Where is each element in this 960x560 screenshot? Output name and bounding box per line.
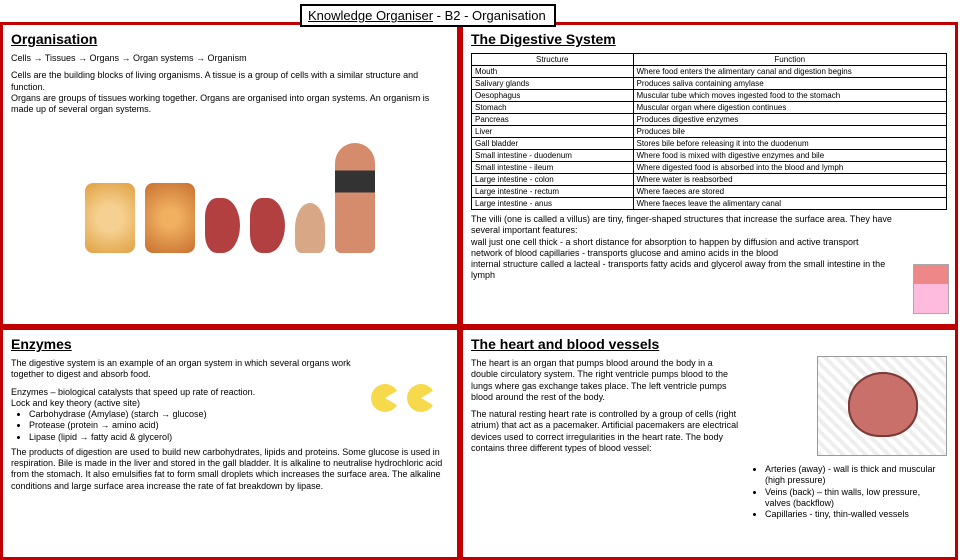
digestive-heading: The Digestive System (471, 31, 947, 47)
organisation-para: Cells are the building blocks of living … (11, 70, 449, 115)
heart-diagram-icon (817, 356, 947, 456)
cell-structure: Mouth (472, 66, 634, 78)
list-item: Arteries (away) - wall is thick and musc… (765, 464, 947, 487)
page-title: Knowledge Organiser - B2 - Organisation (300, 4, 556, 27)
heart-heading: The heart and blood vessels (471, 336, 947, 352)
person-icon (335, 143, 375, 253)
enzymes-heading: Enzymes (11, 336, 449, 352)
kidney-icon (250, 198, 285, 253)
table-row: LiverProduces bile (472, 126, 947, 138)
table-row: Small intestine - duodenumWhere food is … (472, 150, 947, 162)
table-row: Large intestine - colonWhere water is re… (472, 174, 947, 186)
organs-illustration (11, 123, 449, 253)
cell-structure: Small intestine - duodenum (472, 150, 634, 162)
digestive-table: Structure Function MouthWhere food enter… (471, 53, 947, 210)
title-main: Knowledge Organiser (308, 8, 433, 23)
table-row: PancreasProduces digestive enzymes (472, 114, 947, 126)
cell-structure: Oesophagus (472, 90, 634, 102)
table-row: Salivary glandsProduces saliva containin… (472, 78, 947, 90)
cell-function: Where faeces are stored (633, 186, 947, 198)
table-row: Gall bladderStores bile before releasing… (472, 138, 947, 150)
tissue-icon (145, 183, 195, 253)
table-row: OesophagusMuscular tube which moves inge… (472, 90, 947, 102)
panel-enzymes: Enzymes The digestive system is an examp… (0, 327, 460, 560)
title-rest: - B2 - Organisation (433, 8, 546, 23)
cell-function: Stores bile before releasing it into the… (633, 138, 947, 150)
cell-icon (85, 183, 135, 253)
cell-structure: Pancreas (472, 114, 634, 126)
organisation-chain: Cells → Tissues → Organs → Organ systems… (11, 53, 449, 64)
cell-function: Where food is mixed with digestive enzym… (633, 150, 947, 162)
cell-function: Muscular organ where digestion continues (633, 102, 947, 114)
panel-organisation: Organisation Cells → Tissues → Organs → … (0, 22, 460, 327)
cell-function: Produces saliva containing amylase (633, 78, 947, 90)
table-row: MouthWhere food enters the alimentary ca… (472, 66, 947, 78)
cell-structure: Liver (472, 126, 634, 138)
cell-function: Produces bile (633, 126, 947, 138)
heart-p2: The natural resting heart rate is contro… (471, 409, 739, 454)
heart-p1: The heart is an organ that pumps blood a… (471, 358, 739, 403)
content-grid: Organisation Cells → Tissues → Organs → … (0, 0, 960, 560)
table-header-row: Structure Function (472, 54, 947, 66)
cell-function: Where water is reabsorbed (633, 174, 947, 186)
cell-function: Where digested food is absorbed into the… (633, 162, 947, 174)
cell-function: Where faeces leave the alimentary canal (633, 198, 947, 210)
panel-digestive: The Digestive System Structure Function … (460, 22, 958, 327)
kidney-icon (205, 198, 240, 253)
cell-function: Produces digestive enzymes (633, 114, 947, 126)
cell-function: Muscular tube which moves ingested food … (633, 90, 947, 102)
cell-structure: Stomach (472, 102, 634, 114)
cell-structure: Salivary glands (472, 78, 634, 90)
col-structure: Structure (472, 54, 634, 66)
table-row: Large intestine - anusWhere faeces leave… (472, 198, 947, 210)
cell-structure: Small intestine - ileum (472, 162, 634, 174)
villi-text: The villi (one is called a villus) are t… (471, 214, 947, 282)
cell-structure: Large intestine - colon (472, 174, 634, 186)
cell-function: Where food enters the alimentary canal a… (633, 66, 947, 78)
cell-structure: Gall bladder (472, 138, 634, 150)
enzymes-p3: The products of digestion are used to bu… (11, 447, 449, 492)
cell-structure: Large intestine - anus (472, 198, 634, 210)
organ-icon (295, 203, 325, 253)
panel-heart: The heart and blood vessels The heart is… (460, 327, 958, 560)
enzyme-icon (367, 380, 447, 435)
table-row: Large intestine - rectumWhere faeces are… (472, 186, 947, 198)
cell-structure: Large intestine - rectum (472, 186, 634, 198)
list-item: Veins (back) – thin walls, low pressure,… (765, 487, 947, 510)
table-row: StomachMuscular organ where digestion co… (472, 102, 947, 114)
organisation-heading: Organisation (11, 31, 449, 47)
list-item: Capillaries - tiny, thin-walled vessels (765, 509, 947, 520)
table-row: Small intestine - ileumWhere digested fo… (472, 162, 947, 174)
col-function: Function (633, 54, 947, 66)
heart-bullets: Arteries (away) - wall is thick and musc… (765, 464, 947, 520)
villi-icon (913, 264, 949, 314)
enzymes-p1: The digestive system is an example of an… (11, 358, 449, 381)
